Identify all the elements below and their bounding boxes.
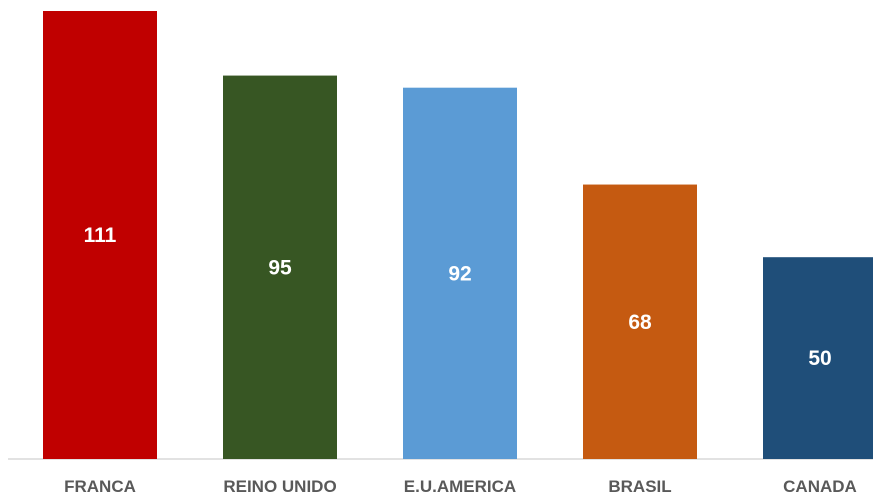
value-labels-group: 111 95 92 68 50: [84, 224, 832, 370]
bar-canada: [763, 257, 873, 459]
x-tick-label: FRANCA: [64, 477, 136, 496]
data-label: 111: [84, 224, 117, 247]
bars-group: [43, 11, 873, 460]
bar-franca: [43, 11, 157, 459]
data-label: 68: [628, 311, 652, 334]
category-labels-group: FRANCA REINO UNIDO E.U.AMERICA BRASIL CANADA: [64, 477, 857, 496]
x-tick-label: E.U.AMERICA: [404, 477, 516, 496]
x-tick-label: REINO UNIDO: [223, 477, 336, 496]
data-label: 95: [268, 256, 292, 279]
bar-reino-unido: [223, 75, 337, 460]
data-label: 92: [448, 262, 471, 285]
x-tick-label: BRASIL: [608, 477, 671, 496]
bar-brasil: [583, 184, 697, 459]
data-label: 50: [808, 347, 831, 370]
x-tick-label: CANADA: [783, 477, 857, 496]
bar-e-u-america: [403, 87, 517, 459]
